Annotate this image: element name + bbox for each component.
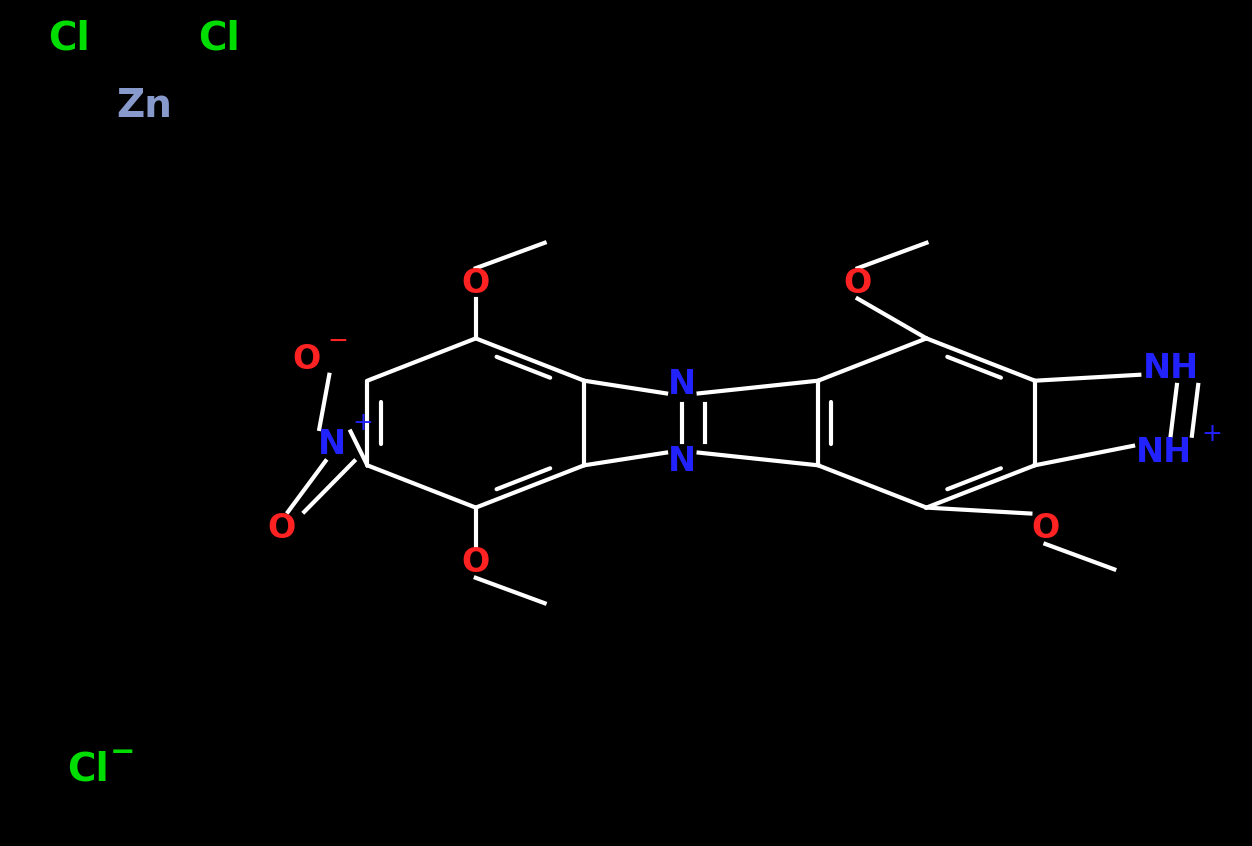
Text: Cl: Cl	[48, 19, 90, 57]
Text: Zn: Zn	[116, 87, 172, 124]
Text: O: O	[1032, 512, 1059, 546]
Text: O: O	[462, 266, 490, 300]
Text: O: O	[293, 343, 321, 376]
Text: N: N	[669, 368, 696, 402]
Text: NH: NH	[1137, 436, 1192, 470]
Text: Cl: Cl	[66, 751, 109, 788]
Text: +: +	[1202, 422, 1222, 446]
Text: N: N	[318, 427, 346, 461]
Text: NH: NH	[1143, 351, 1198, 385]
Text: +: +	[353, 411, 373, 435]
Text: O: O	[462, 546, 490, 580]
Text: O: O	[268, 512, 295, 546]
Text: N: N	[669, 444, 696, 478]
Text: O: O	[844, 266, 871, 300]
Text: Cl: Cl	[198, 19, 240, 57]
Text: −: −	[110, 739, 135, 767]
Text: −: −	[328, 329, 348, 353]
